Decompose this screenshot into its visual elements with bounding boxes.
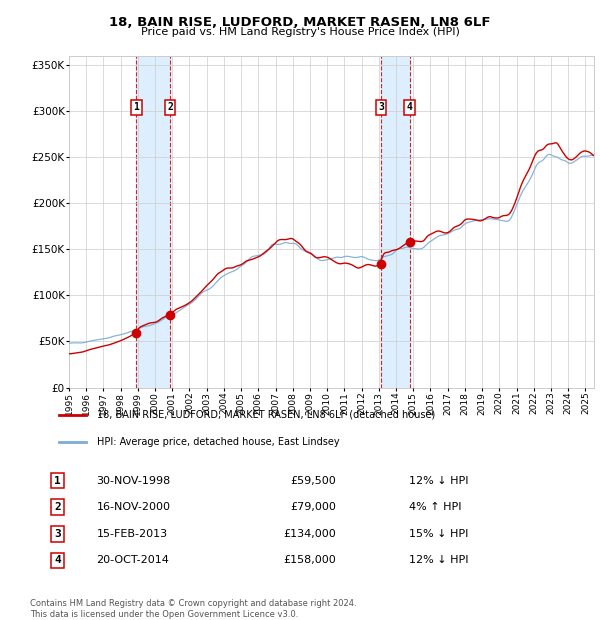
Text: £79,000: £79,000 <box>290 502 337 512</box>
Text: 12% ↓ HPI: 12% ↓ HPI <box>409 556 469 565</box>
Text: 2: 2 <box>167 102 173 112</box>
Text: 30-NOV-1998: 30-NOV-1998 <box>97 476 171 485</box>
Text: 18, BAIN RISE, LUDFORD, MARKET RASEN, LN8 6LF (detached house): 18, BAIN RISE, LUDFORD, MARKET RASEN, LN… <box>97 410 435 420</box>
Text: 20-OCT-2014: 20-OCT-2014 <box>97 556 169 565</box>
Text: 15% ↓ HPI: 15% ↓ HPI <box>409 529 469 539</box>
Text: 18, BAIN RISE, LUDFORD, MARKET RASEN, LN8 6LF: 18, BAIN RISE, LUDFORD, MARKET RASEN, LN… <box>109 16 491 29</box>
Bar <box>381 56 410 388</box>
Text: Contains HM Land Registry data © Crown copyright and database right 2024.
This d: Contains HM Land Registry data © Crown c… <box>30 600 356 619</box>
Text: 1: 1 <box>133 102 139 112</box>
Text: 3: 3 <box>378 102 384 112</box>
Text: £158,000: £158,000 <box>284 556 337 565</box>
Text: 2: 2 <box>54 502 61 512</box>
Text: 3: 3 <box>54 529 61 539</box>
Text: £134,000: £134,000 <box>284 529 337 539</box>
Text: 1: 1 <box>54 476 61 485</box>
Text: 16-NOV-2000: 16-NOV-2000 <box>97 502 170 512</box>
Text: 4: 4 <box>54 556 61 565</box>
Text: Price paid vs. HM Land Registry's House Price Index (HPI): Price paid vs. HM Land Registry's House … <box>140 27 460 37</box>
Text: 15-FEB-2013: 15-FEB-2013 <box>97 529 167 539</box>
Text: 4% ↑ HPI: 4% ↑ HPI <box>409 502 461 512</box>
Text: £59,500: £59,500 <box>291 476 337 485</box>
Bar <box>136 56 170 388</box>
Text: HPI: Average price, detached house, East Lindsey: HPI: Average price, detached house, East… <box>97 436 340 446</box>
Text: 4: 4 <box>407 102 413 112</box>
Text: 12% ↓ HPI: 12% ↓ HPI <box>409 476 469 485</box>
